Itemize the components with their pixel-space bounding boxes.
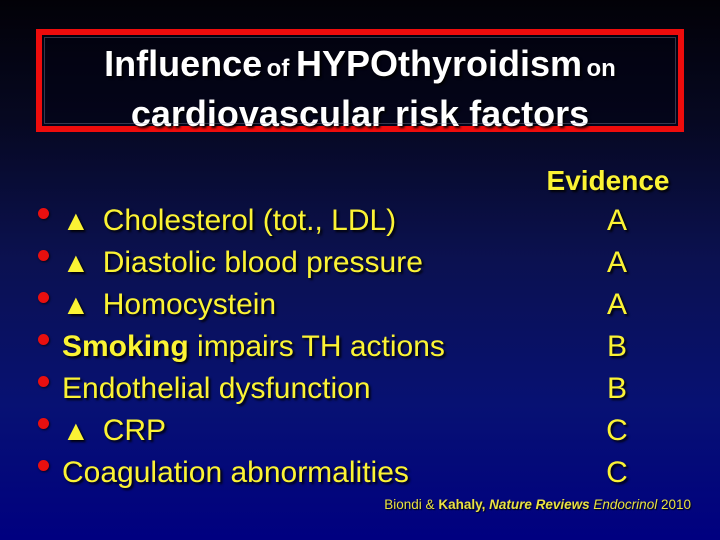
evidence-grade: A xyxy=(606,246,627,279)
item-text: CRP xyxy=(102,414,167,447)
list-item: ▲ Diastolic blood pressure A xyxy=(0,242,720,284)
list-item: Endothelial dysfunction B xyxy=(0,368,720,410)
up-triangle-icon: ▲ xyxy=(62,289,90,320)
bullet-icon xyxy=(38,376,49,387)
bullet-icon xyxy=(38,418,49,429)
evidence-grade: B xyxy=(606,372,627,405)
item-text: Homocystein xyxy=(102,288,277,321)
citation-authors-2: Kahaly, xyxy=(438,497,490,512)
title-word-hypothyroidism: HYPOthyroidism xyxy=(295,43,583,84)
citation-journal-2: Endocrinol xyxy=(593,497,661,512)
citation-authors-1: Biondi & xyxy=(384,497,439,512)
title-word-of: of xyxy=(266,55,296,82)
bullet-icon xyxy=(38,208,49,219)
evidence-grade: A xyxy=(606,204,627,237)
evidence-grade: B xyxy=(606,330,627,363)
bullet-icon xyxy=(38,250,49,261)
title-box: Influence of HYPOthyroidism on cardiovas… xyxy=(36,29,684,133)
title-line-1: Influence of HYPOthyroidism on xyxy=(42,41,678,95)
item-text: Diastolic blood pressure xyxy=(102,246,423,279)
title-word-on: on xyxy=(586,55,616,82)
evidence-grade: C xyxy=(606,414,628,447)
list-item: Coagulation abnormalities C xyxy=(0,452,720,494)
citation-year: 2010 xyxy=(660,497,691,512)
risk-factor-list: ▲ Cholesterol (tot., LDL) A ▲ Diastolic bl… xyxy=(0,200,720,494)
item-text: Endothelial dysfunction xyxy=(62,372,371,405)
title-subtitle: cardiovascular risk factors xyxy=(130,93,590,134)
title-line-2: cardiovascular risk factors xyxy=(42,95,678,141)
up-triangle-icon: ▲ xyxy=(62,415,90,446)
bullet-icon xyxy=(38,460,49,471)
up-triangle-icon: ▲ xyxy=(62,205,90,236)
list-item: Smoking impairs TH actions B xyxy=(0,326,720,368)
item-text: Coagulation abnormalities xyxy=(62,456,409,489)
title-word-influence: Influence xyxy=(104,43,263,84)
evidence-grade: A xyxy=(606,288,627,321)
list-item: ▲ Homocystein A xyxy=(0,284,720,326)
list-item: ▲ CRP C xyxy=(0,410,720,452)
citation: Biondi & Kahaly, Nature Reviews Endocrin… xyxy=(384,497,691,512)
bullet-icon xyxy=(38,334,49,345)
citation-journal: Nature Reviews xyxy=(489,497,594,512)
item-text: impairs TH actions xyxy=(188,330,445,363)
bullet-icon xyxy=(38,292,49,303)
evidence-column-header: Evidence xyxy=(546,165,670,196)
evidence-grade: C xyxy=(606,456,628,489)
list-item: ▲ Cholesterol (tot., LDL) A xyxy=(0,200,720,242)
item-text: Cholesterol (tot., LDL) xyxy=(102,204,397,237)
up-triangle-icon: ▲ xyxy=(62,247,90,278)
